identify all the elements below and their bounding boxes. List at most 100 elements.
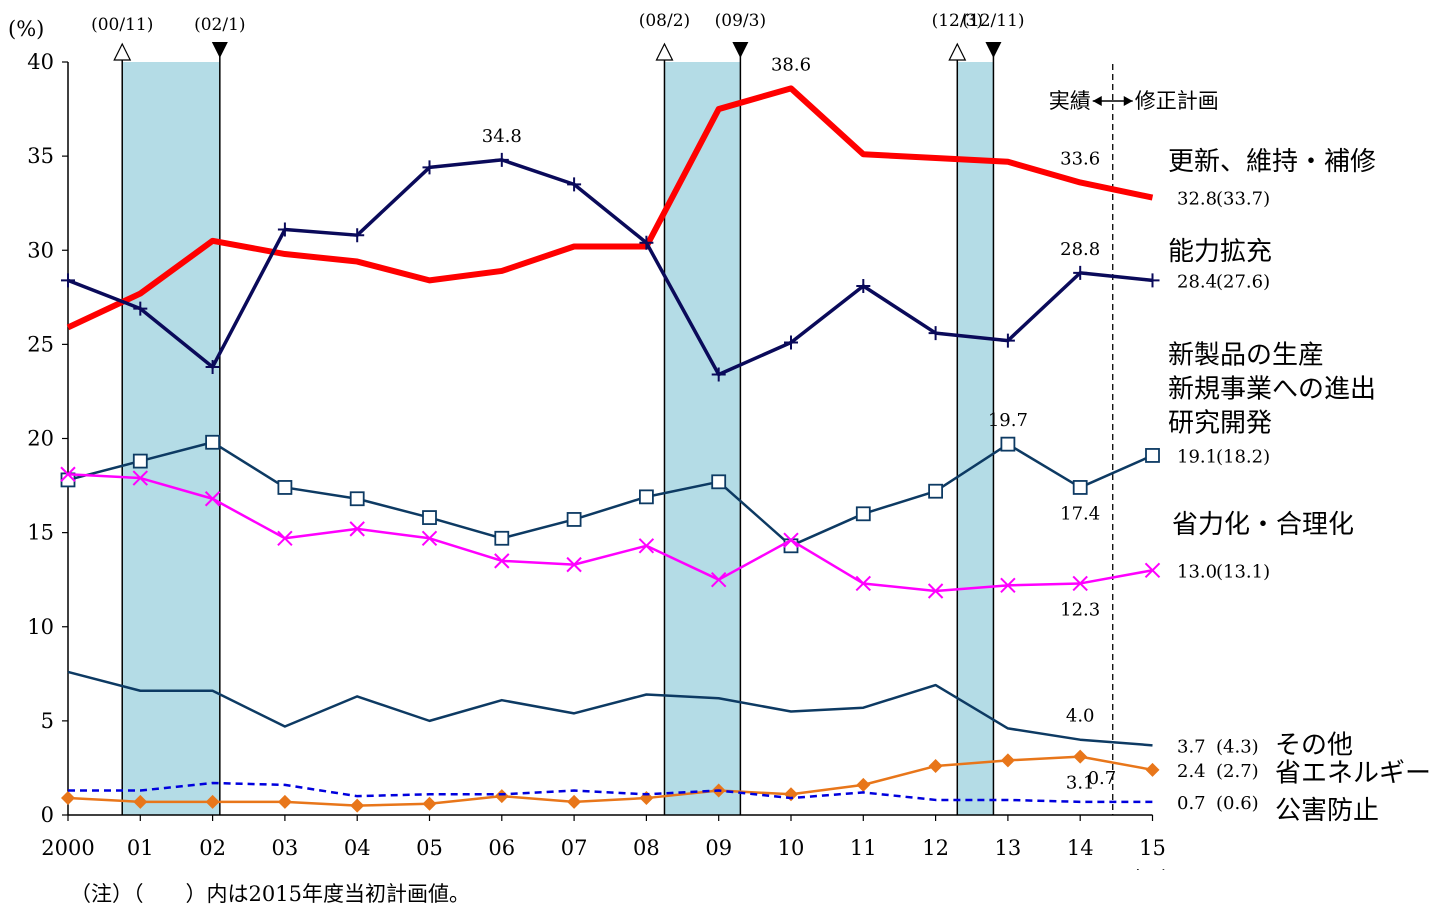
- data-label: 19.7: [988, 410, 1028, 431]
- end-value-label: 2.4: [1177, 761, 1206, 782]
- recession-end-label: (09/3): [715, 11, 766, 31]
- data-point-x: [60, 466, 76, 482]
- end-plan-value-label: (4.3): [1216, 736, 1259, 757]
- peak-triangle-marker: [655, 42, 674, 61]
- data-point-diamond: [1073, 749, 1088, 764]
- data-point-diamond: [422, 796, 437, 811]
- y-tick-label: 20: [27, 427, 54, 451]
- y-tick-label: 10: [27, 615, 54, 639]
- data-point-plus: [567, 177, 582, 192]
- end-plan-value-label: (33.7): [1216, 189, 1270, 210]
- divider-arrow-right-head: [1123, 96, 1133, 106]
- recession-start-label: (08/2): [639, 11, 690, 31]
- data-label: 28.8: [1060, 239, 1100, 260]
- recession-band: [664, 62, 741, 815]
- data-point-x: [855, 575, 872, 592]
- data-point-x: [1072, 575, 1088, 592]
- data-point-plus: [711, 367, 726, 382]
- actual-label: 実績: [1049, 89, 1091, 113]
- category-label: 省力化・合理化: [1172, 510, 1354, 540]
- series-line: [67, 473, 1153, 593]
- category-label: その他: [1275, 730, 1353, 760]
- x-tick-label: 11: [850, 836, 877, 860]
- data-point-x: [566, 556, 582, 573]
- data-point-diamond: [567, 794, 582, 809]
- recession-end-label: (02/1): [194, 15, 245, 35]
- category-label: 研究開発: [1168, 409, 1272, 439]
- data-label: 12.3: [1060, 599, 1100, 620]
- data-point-x: [204, 491, 221, 507]
- data-point-square: [1145, 448, 1160, 463]
- data-point-diamond: [205, 794, 220, 809]
- recession-start-label: (00/11): [91, 15, 153, 35]
- end-value-label: 19.1: [1177, 446, 1217, 467]
- x-tick-label: 13: [995, 836, 1022, 860]
- plan-label: 修正計画: [1135, 89, 1219, 113]
- data-label: 4.0: [1066, 706, 1095, 727]
- data-point-x: [421, 530, 438, 546]
- data-point-x: [710, 571, 727, 588]
- data-point-diamond: [61, 791, 75, 806]
- peak-triangle-marker: [948, 42, 967, 61]
- data-point-plus: [1073, 265, 1088, 280]
- data-point-square: [855, 506, 871, 522]
- data-point-square: [1072, 480, 1088, 495]
- data-point-square: [132, 453, 148, 469]
- data-point-square: [422, 510, 437, 525]
- data-label: 0.7: [1088, 768, 1117, 789]
- data-point-x: [349, 521, 365, 537]
- x-tick-label: 05: [416, 836, 443, 860]
- x-tick-label: 2000: [41, 836, 94, 860]
- y-tick-label: 25: [27, 332, 54, 356]
- series-line: [68, 781, 1153, 804]
- line-chart: (00/11) (02/1) (08/2) (09/3) (12/3)(12/11) 0…: [8, 11, 1431, 870]
- data-point-diamond: [277, 794, 292, 809]
- x-tick-label: 14: [1067, 836, 1094, 860]
- x-tick-label: 15: [1139, 836, 1166, 860]
- recession-start-label: (12/3): [932, 11, 983, 31]
- data-point-diamond: [1000, 753, 1015, 768]
- data-label: 17.4: [1060, 503, 1100, 524]
- divider-arrow-left-head: [1092, 96, 1102, 106]
- category-label: 更新、維持・補修: [1168, 147, 1376, 177]
- end-plan-value-label: (27.6): [1216, 271, 1270, 292]
- data-point-plus: [928, 326, 943, 341]
- data-label: 34.8: [482, 126, 522, 147]
- data-label: 33.6: [1060, 148, 1100, 169]
- peak-triangle-marker: [113, 42, 132, 61]
- data-label: 3.1: [1066, 773, 1095, 794]
- end-value-label: 3.7: [1177, 736, 1206, 757]
- category-label: 省エネルギー: [1275, 759, 1431, 789]
- data-point-plus: [784, 335, 798, 350]
- data-point-plus: [639, 235, 654, 250]
- data-point-square: [566, 512, 582, 527]
- trough-triangle-marker: [732, 42, 749, 58]
- recession-end-label: (12/11): [962, 11, 1024, 31]
- x-axis-unit-label: (年度): [1123, 868, 1181, 870]
- x-tick-label: 08: [633, 836, 660, 860]
- x-tick-label: 04: [344, 836, 371, 860]
- data-point-plus: [61, 273, 75, 288]
- data-point-diamond: [1145, 762, 1160, 777]
- x-tick-label: 06: [488, 836, 515, 860]
- end-value-label: 0.7: [1177, 793, 1206, 814]
- category-label: 新製品の生産: [1168, 341, 1324, 371]
- series-line: [67, 670, 1153, 747]
- y-tick-label: 5: [41, 709, 54, 733]
- footnote: （注）（ ）内は2015年度当初計画値。: [70, 882, 470, 906]
- series-line: [67, 441, 1154, 548]
- data-point-x: [927, 583, 944, 599]
- category-label: 公害防止: [1275, 796, 1379, 826]
- data-point-x: [277, 530, 293, 546]
- series-line: [67, 158, 1153, 377]
- y-tick-label: 15: [27, 521, 54, 545]
- series-line: [66, 85, 1154, 331]
- trough-triangle-marker: [211, 42, 228, 58]
- end-value-label: 13.0: [1177, 561, 1217, 582]
- data-point-diamond: [856, 777, 871, 792]
- data-point-diamond: [494, 789, 509, 804]
- x-tick-label: 03: [272, 836, 299, 860]
- data-label: 38.6: [771, 54, 811, 75]
- annotation-layer: 34.838.633.628.819.717.412.34.03.10.732.…: [482, 54, 1431, 826]
